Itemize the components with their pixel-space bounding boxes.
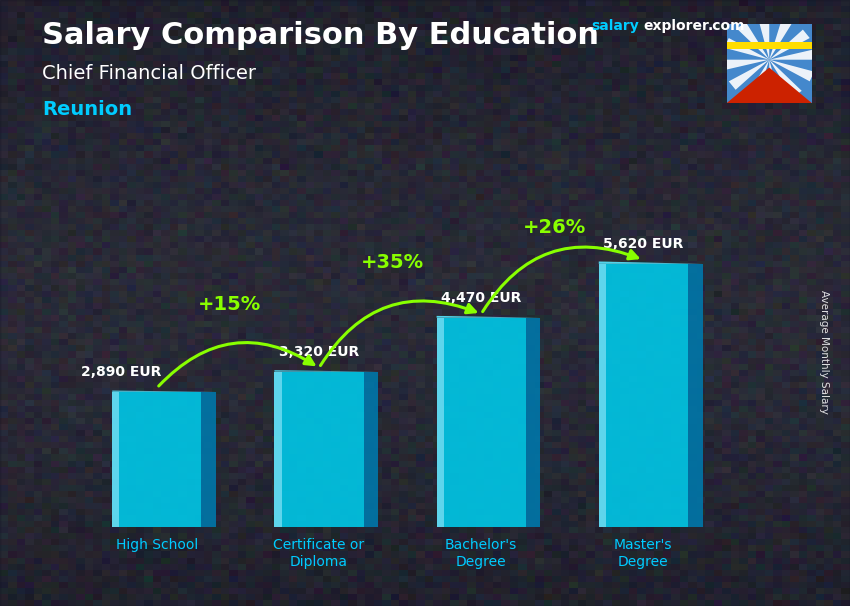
Text: +35%: +35% [360, 253, 423, 272]
Text: salary: salary [591, 19, 638, 33]
Polygon shape [688, 264, 703, 527]
Polygon shape [437, 316, 541, 318]
Text: 2,890 EUR: 2,890 EUR [81, 365, 162, 379]
Text: Chief Financial Officer: Chief Financial Officer [42, 64, 257, 82]
Polygon shape [746, 60, 769, 101]
Bar [437, 318, 526, 527]
Polygon shape [737, 22, 769, 60]
Polygon shape [769, 60, 780, 103]
Text: .com: .com [708, 19, 745, 33]
Text: Reunion: Reunion [42, 100, 133, 119]
Polygon shape [758, 16, 769, 60]
Text: +26%: +26% [523, 218, 586, 237]
Bar [112, 392, 201, 527]
Text: 3,320 EUR: 3,320 EUR [279, 344, 359, 359]
Polygon shape [728, 60, 769, 90]
Polygon shape [727, 68, 812, 103]
Polygon shape [364, 371, 378, 527]
Text: Salary Comparison By Education: Salary Comparison By Education [42, 21, 599, 50]
Bar [275, 371, 281, 527]
Polygon shape [598, 261, 703, 264]
Polygon shape [526, 318, 541, 527]
Bar [275, 371, 364, 527]
Text: Average Monthly Salary: Average Monthly Salary [819, 290, 829, 413]
Polygon shape [769, 18, 792, 60]
Polygon shape [275, 370, 378, 371]
Text: +15%: +15% [198, 295, 262, 314]
Bar [437, 318, 444, 527]
Polygon shape [769, 49, 816, 60]
Polygon shape [112, 390, 216, 392]
Polygon shape [727, 42, 812, 50]
Polygon shape [722, 60, 769, 70]
Polygon shape [769, 60, 814, 81]
Polygon shape [724, 38, 769, 60]
Polygon shape [769, 30, 810, 60]
Text: 4,470 EUR: 4,470 EUR [441, 291, 521, 305]
Bar [112, 392, 119, 527]
Text: explorer: explorer [643, 19, 709, 33]
Polygon shape [769, 60, 802, 97]
Bar [598, 264, 688, 527]
Bar [598, 264, 606, 527]
Polygon shape [201, 392, 216, 527]
Text: 5,620 EUR: 5,620 EUR [604, 237, 683, 251]
